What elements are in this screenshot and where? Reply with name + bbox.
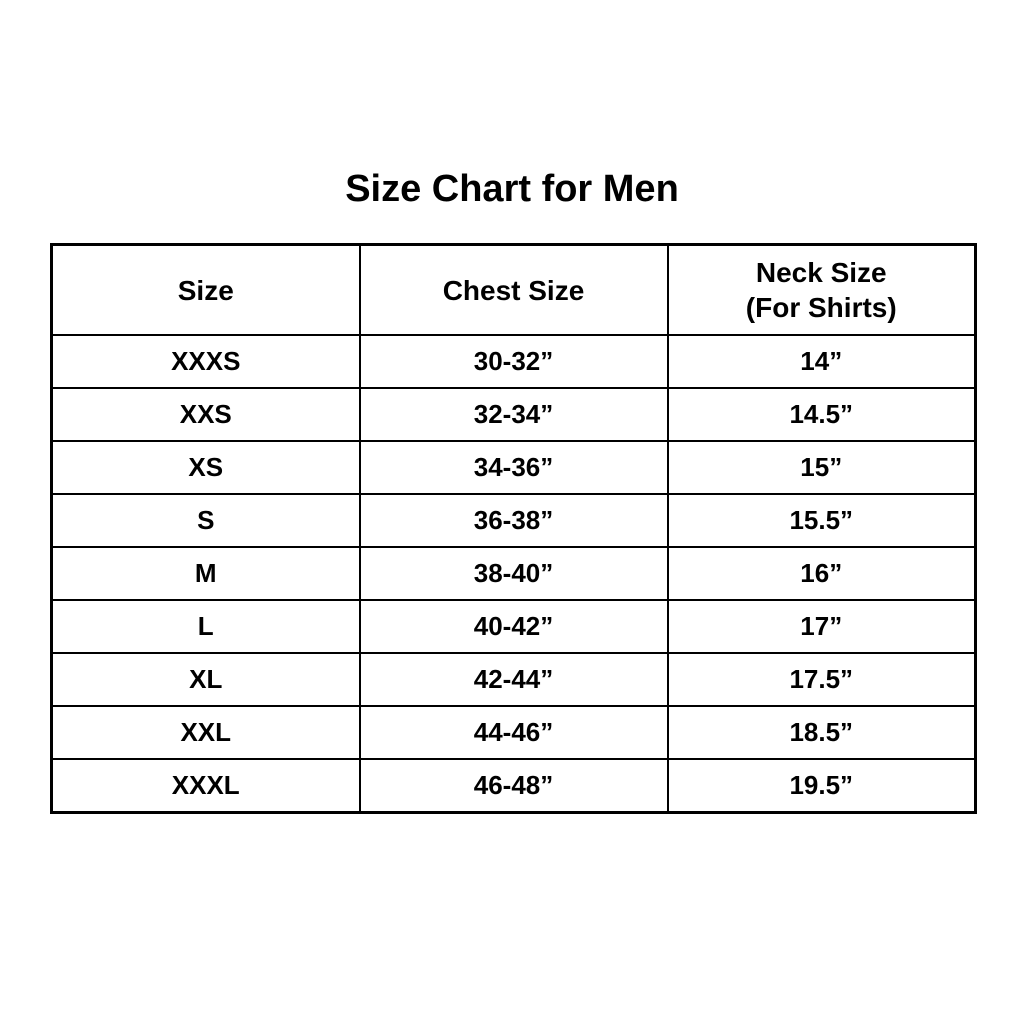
cell-neck: 14”: [666, 334, 977, 389]
column-header-neck-label-line1: Neck Size: [755, 257, 887, 288]
cell-neck: 17”: [666, 599, 977, 654]
cell-size: M: [50, 546, 361, 601]
table-row-xxs: XXS 32-34” 14.5”: [50, 387, 977, 442]
table-row-xxl: XXL 44-46” 18.5”: [50, 705, 977, 760]
cell-size: XXS: [50, 387, 361, 442]
cell-size: XXXL: [50, 758, 361, 814]
column-header-chest-label: Chest Size: [442, 274, 585, 306]
table-row-xs: XS 34-36” 15”: [50, 440, 977, 495]
table-row-xl: XL 42-44” 17.5”: [50, 652, 977, 707]
cell-size: XXXS: [50, 334, 361, 389]
column-header-size: Size: [50, 243, 361, 336]
cell-size: XL: [50, 652, 361, 707]
cell-neck: 17.5”: [666, 652, 977, 707]
column-header-neck-label-line2: (For Shirts): [745, 292, 897, 323]
cell-chest: 36-38”: [358, 493, 669, 548]
cell-size: XXL: [50, 705, 361, 760]
cell-chest: 42-44”: [358, 652, 669, 707]
cell-size: L: [50, 599, 361, 654]
column-header-size-label: Size: [177, 274, 234, 306]
page-title: Size Chart for Men: [345, 168, 679, 210]
table-row-xxxs: XXXS 30-32” 14”: [50, 334, 977, 389]
cell-size: XS: [50, 440, 361, 495]
cell-neck: 19.5”: [666, 758, 977, 814]
size-chart-table: Size Chest Size Neck Size (For Shirts) X…: [50, 243, 977, 814]
header-row: Size Chest Size Neck Size (For Shirts): [50, 243, 977, 336]
cell-neck: 15”: [666, 440, 977, 495]
cell-chest: 30-32”: [358, 334, 669, 389]
table-row-s: S 36-38” 15.5”: [50, 493, 977, 548]
cell-chest: 38-40”: [358, 546, 669, 601]
cell-size: S: [50, 493, 361, 548]
cell-neck: 18.5”: [666, 705, 977, 760]
cell-neck: 16”: [666, 546, 977, 601]
cell-neck: 14.5”: [666, 387, 977, 442]
cell-chest: 46-48”: [358, 758, 669, 814]
table-row-m: M 38-40” 16”: [50, 546, 977, 601]
cell-chest: 34-36”: [358, 440, 669, 495]
cell-chest: 40-42”: [358, 599, 669, 654]
table-header: Size Chest Size Neck Size (For Shirts): [50, 243, 977, 336]
column-header-chest-size: Chest Size: [358, 243, 669, 336]
cell-chest: 32-34”: [358, 387, 669, 442]
cell-neck: 15.5”: [666, 493, 977, 548]
table-body: XXXS 30-32” 14” XXS 32-34” 14.5” XS 34-3…: [50, 334, 977, 814]
table-row-l: L 40-42” 17”: [50, 599, 977, 654]
cell-chest: 44-46”: [358, 705, 669, 760]
column-header-neck-size: Neck Size (For Shirts): [666, 243, 977, 336]
table-row-xxxl: XXXL 46-48” 19.5”: [50, 758, 977, 814]
